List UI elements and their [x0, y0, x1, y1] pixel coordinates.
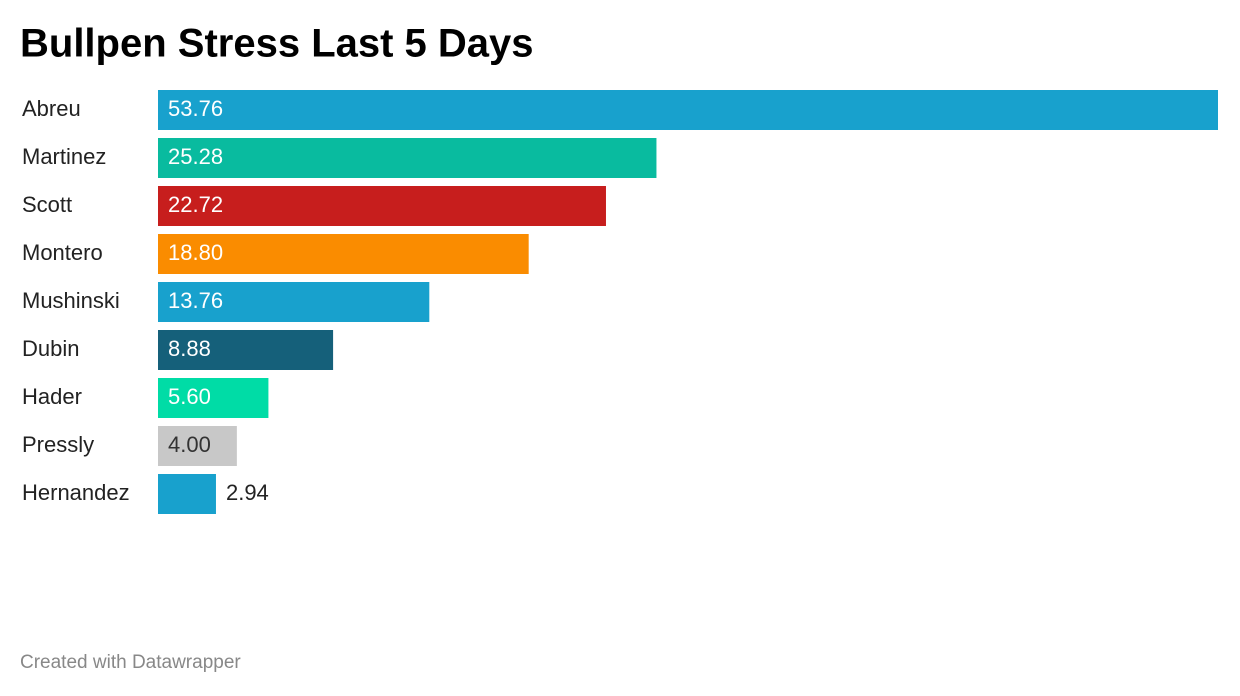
category-label: Pressly: [22, 432, 94, 457]
bar: [158, 282, 430, 322]
bar: [158, 186, 606, 226]
category-label: Hader: [22, 384, 82, 409]
category-label: Abreu: [22, 96, 81, 121]
value-label: 22.72: [168, 192, 223, 217]
chart-title: Bullpen Stress Last 5 Days: [20, 22, 534, 66]
category-label: Mushinski: [22, 288, 120, 313]
bar: [158, 234, 529, 274]
value-label: 2.94: [226, 480, 269, 505]
value-label: 53.76: [168, 96, 223, 121]
category-label: Martinez: [22, 144, 106, 169]
bar: [158, 378, 269, 418]
credit: Created with Datawrapper: [20, 652, 241, 673]
category-label: Scott: [22, 192, 72, 217]
bar: [158, 138, 657, 178]
category-label: Dubin: [22, 336, 79, 361]
value-label: 4.00: [168, 432, 211, 457]
bar: [158, 330, 334, 370]
bar: [158, 90, 1218, 130]
bar: [158, 426, 237, 466]
bar: [158, 474, 216, 514]
value-label: 13.76: [168, 288, 223, 313]
value-label: 8.88: [168, 336, 211, 361]
value-label: 18.80: [168, 240, 223, 265]
value-label: 5.60: [168, 384, 211, 409]
category-label: Montero: [22, 240, 103, 265]
value-label: 25.28: [168, 144, 223, 169]
category-label: Hernandez: [22, 480, 130, 505]
